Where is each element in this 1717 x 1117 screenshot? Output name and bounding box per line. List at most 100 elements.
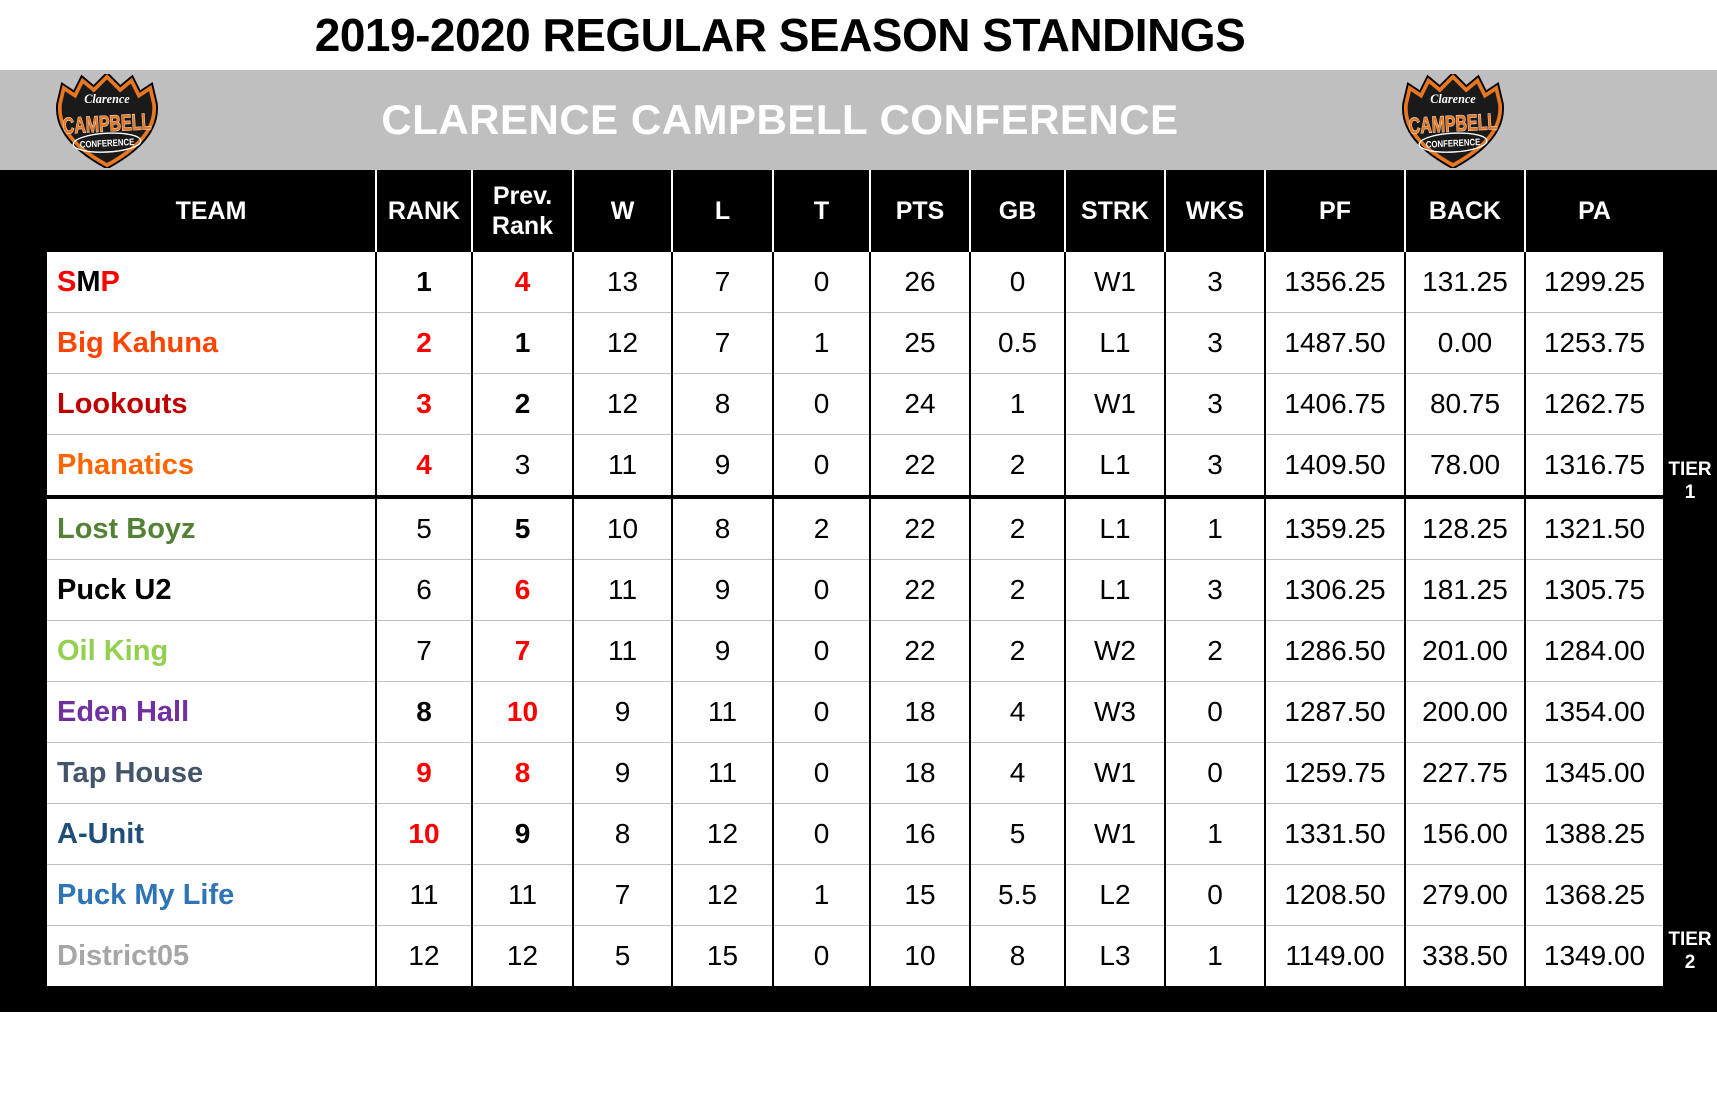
team-name-part: District05 [57, 939, 190, 972]
back-cell: 279.00 [1405, 864, 1526, 926]
points-for-cell: 1409.50 [1265, 434, 1406, 499]
weeks-cell: 0 [1165, 742, 1266, 804]
team-row: Puck My Life 11 11 7 12 1 15 5.5 L2 0 1208.50 279.0… [47, 864, 1663, 926]
prev-rank-cell: 1 [472, 312, 574, 374]
rank-cell: 4 [376, 434, 473, 499]
streak-cell: W1 [1065, 373, 1166, 435]
wins-cell: 11 [573, 559, 673, 621]
tier-label-word: TIER [1668, 459, 1712, 480]
weeks-cell: 3 [1165, 252, 1266, 313]
ties-cell: 0 [773, 803, 871, 865]
team-name-part: Big Kahuna [57, 326, 219, 359]
points-against-cell: 1253.75 [1525, 312, 1663, 374]
streak-cell: W1 [1065, 742, 1166, 804]
team-row: Phanatics 4 3 11 9 0 22 2 L1 3 1409.50 78.00 1316.75 [47, 434, 1663, 499]
team-name-cell: A-Unit [47, 803, 377, 865]
team-name-cell: Oil King [47, 620, 377, 682]
team-name-part: Phanatics [57, 448, 194, 481]
games-back-cell: 2 [970, 434, 1066, 499]
ties-cell: 2 [773, 497, 871, 560]
rank-cell: 2 [376, 312, 473, 374]
points-for-cell: 1306.25 [1265, 559, 1406, 621]
streak-cell: L1 [1065, 497, 1166, 560]
points-for-cell: 1259.75 [1265, 742, 1406, 804]
games-back-cell: 0 [970, 252, 1066, 313]
team-name-cell: Puck My Life [47, 864, 377, 926]
shield-border-icon [1403, 74, 1503, 168]
ties-cell: 1 [773, 864, 871, 926]
back-cell: 0.00 [1405, 312, 1526, 374]
rank-cell: 11 [376, 864, 473, 926]
wins-cell: 12 [573, 373, 673, 435]
streak-cell: L1 [1065, 312, 1166, 374]
points-cell: 22 [870, 559, 971, 621]
logo-top-text: Clarence [1430, 92, 1476, 106]
ties-cell: 0 [773, 681, 871, 743]
tier-1-label: TIER 1 [1663, 458, 1717, 504]
points-cell: 18 [870, 742, 971, 804]
losses-cell: 12 [672, 803, 774, 865]
points-against-cell: 1345.00 [1525, 742, 1663, 804]
weeks-cell: 3 [1165, 434, 1266, 499]
losses-cell: 9 [672, 434, 774, 499]
weeks-cell: 3 [1165, 373, 1266, 435]
games-back-cell: 4 [970, 742, 1066, 804]
wins-cell: 11 [573, 434, 673, 499]
back-cell: 78.00 [1405, 434, 1526, 499]
points-cell: 26 [870, 252, 971, 313]
back-cell: 227.75 [1405, 742, 1526, 804]
back-cell: 156.00 [1405, 803, 1526, 865]
wins-cell: 8 [573, 803, 673, 865]
prev-rank-cell: 11 [472, 864, 574, 926]
losses-cell: 8 [672, 497, 774, 560]
weeks-cell: 0 [1165, 864, 1266, 926]
prev-rank-cell: 8 [472, 742, 574, 804]
games-back-cell: 5 [970, 803, 1066, 865]
campbell-conference-logo: Clarence CAMPBELL CONFERENCE [1402, 74, 1504, 168]
header-row: TEAM RANK Prev. Rank W L T PTS GB STRK W… [47, 170, 1663, 252]
games-back-cell: 0.5 [970, 312, 1066, 374]
page-title: 2019-2020 REGULAR SEASON STANDINGS [314, 9, 1246, 61]
team-name-cell: Tap House [47, 742, 377, 804]
points-for-cell: 1287.50 [1265, 681, 1406, 743]
points-for-cell: 1487.50 [1265, 312, 1406, 374]
losses-cell: 9 [672, 620, 774, 682]
team-row: SMP 1 4 13 7 0 26 0 W1 3 1356.25 131.25 1299.25 [47, 252, 1663, 313]
losses-cell: 8 [672, 373, 774, 435]
standings-table: TEAM RANK Prev. Rank W L T PTS GB STRK W… [47, 170, 1663, 986]
streak-cell: L2 [1065, 864, 1166, 926]
games-back-cell: 1 [970, 373, 1066, 435]
losses-cell: 12 [672, 864, 774, 926]
team-name-part: Tap House [57, 756, 204, 789]
tier-label-word: TIER [1668, 929, 1712, 950]
points-cell: 18 [870, 681, 971, 743]
tier-2-label: TIER 2 [1663, 928, 1717, 974]
logo-bottom-text: CONFERENCE [80, 136, 135, 150]
points-against-cell: 1349.00 [1525, 925, 1663, 986]
points-cell: 22 [870, 497, 971, 560]
points-against-cell: 1316.75 [1525, 434, 1663, 499]
points-cell: 22 [870, 434, 971, 499]
conference-title: CLARENCE CAMPBELL CONFERENCE [381, 96, 1179, 143]
column-header-losses: L [672, 170, 774, 252]
games-back-cell: 2 [970, 497, 1066, 560]
streak-cell: L3 [1065, 925, 1166, 986]
ties-cell: 1 [773, 312, 871, 374]
team-row: Eden Hall 8 10 9 11 0 18 4 W3 0 1287.50 200.00 1354.… [47, 681, 1663, 743]
games-back-cell: 2 [970, 559, 1066, 621]
points-against-cell: 1305.75 [1525, 559, 1663, 621]
prev-rank-cell: 6 [472, 559, 574, 621]
team-row: Big Kahuna 2 1 12 7 1 25 0.5 L1 3 1487.50 0.00 1253.… [47, 312, 1663, 374]
ties-cell: 0 [773, 373, 871, 435]
games-back-cell: 8 [970, 925, 1066, 986]
points-against-cell: 1262.75 [1525, 373, 1663, 435]
campbell-conference-logo: Clarence CAMPBELL CONFERENCE [56, 74, 158, 168]
rank-cell: 9 [376, 742, 473, 804]
rank-cell: 7 [376, 620, 473, 682]
weeks-cell: 3 [1165, 312, 1266, 374]
games-back-cell: 4 [970, 681, 1066, 743]
team-name-part: Lost Boyz [57, 512, 196, 545]
team-row: District05 12 12 5 15 0 10 8 L3 1 1149.00 338.50 134… [47, 925, 1663, 986]
shield-border-icon [57, 74, 157, 168]
team-name-cell: Phanatics [47, 434, 377, 499]
